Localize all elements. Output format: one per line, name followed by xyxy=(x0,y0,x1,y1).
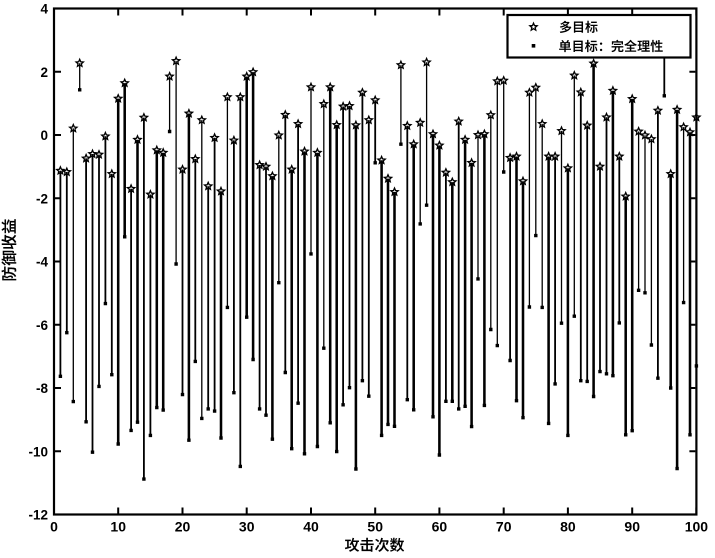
svg-text:-4: -4 xyxy=(36,255,48,270)
svg-text:-12: -12 xyxy=(28,508,48,523)
svg-text:90: 90 xyxy=(624,519,640,535)
svg-text:-2: -2 xyxy=(36,191,48,206)
svg-text:60: 60 xyxy=(432,519,448,535)
svg-text:2: 2 xyxy=(40,65,48,80)
svg-text:-8: -8 xyxy=(36,381,48,396)
svg-text:0: 0 xyxy=(40,128,48,143)
svg-text:0: 0 xyxy=(50,519,58,535)
svg-text:40: 40 xyxy=(303,519,319,535)
svg-text:80: 80 xyxy=(560,519,576,535)
svg-text:4: 4 xyxy=(40,2,48,17)
svg-text:-10: -10 xyxy=(28,444,48,459)
svg-text:20: 20 xyxy=(175,519,191,535)
svg-text:-6: -6 xyxy=(36,318,48,333)
svg-text:30: 30 xyxy=(239,519,255,535)
svg-text:10: 10 xyxy=(110,519,126,535)
svg-text:100: 100 xyxy=(685,519,709,535)
svg-text:50: 50 xyxy=(367,519,383,535)
svg-text:70: 70 xyxy=(496,519,512,535)
